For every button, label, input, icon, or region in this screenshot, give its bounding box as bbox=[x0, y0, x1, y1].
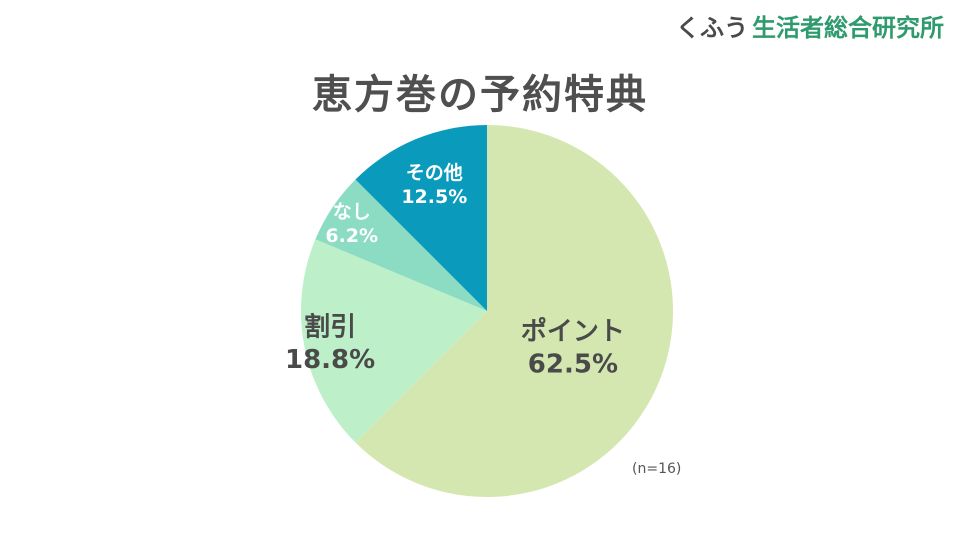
pie-slice-1 bbox=[300, 239, 487, 443]
pie-label-name-0: ポイント bbox=[521, 316, 625, 347]
pie-label-value-3: 12.5% bbox=[401, 186, 467, 208]
pie-label-name-1: 割引 bbox=[304, 312, 356, 343]
brand-org: 生活者総合研究所 bbox=[752, 14, 944, 42]
pie-label-value-1: 18.8% bbox=[285, 345, 375, 375]
brand-kana: くふう bbox=[676, 14, 748, 42]
pie-label-name-2: なし bbox=[333, 201, 371, 223]
sample-size-note: (n=16) bbox=[632, 461, 682, 477]
pie-slice-3 bbox=[355, 125, 487, 311]
pie-label-name-3: その他 bbox=[406, 161, 463, 184]
pie-slice-2 bbox=[315, 179, 487, 311]
pie-label-value-0: 62.5% bbox=[528, 350, 618, 380]
pie-label-value-2: 6.2% bbox=[325, 225, 378, 247]
pie-slices bbox=[300, 125, 674, 498]
chart-title: 恵方巻の予約特典 bbox=[312, 72, 648, 118]
pie-slice-0 bbox=[355, 125, 674, 498]
brand-logo: くふう 生活者総合研究所 bbox=[676, 8, 944, 43]
